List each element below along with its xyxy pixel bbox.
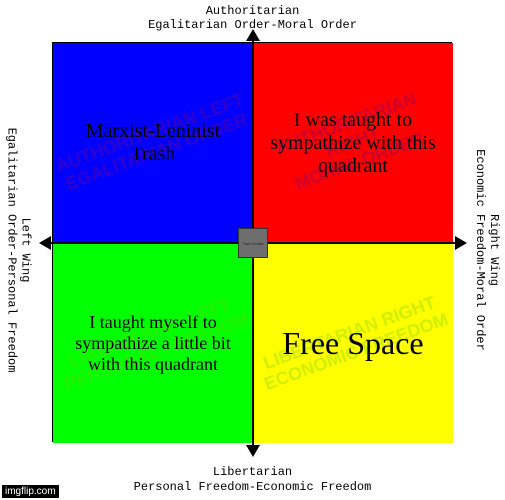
quadrant-top-right-text: I was taught to sympathize with this qua… — [265, 109, 441, 178]
axis-right-label: Right Wing Economic Freedom-Moral Order — [473, 149, 502, 351]
arrow-left-icon — [39, 236, 51, 250]
arrow-right-icon — [455, 236, 467, 250]
arrow-up-icon — [246, 29, 260, 41]
quadrant-top-left: AUTHORITARIAN LEFT EGALITARIAN ORDER Mar… — [53, 43, 253, 243]
axis-bottom-line2: Personal Freedom-Economic Freedom — [0, 480, 505, 494]
axis-bottom-line1: Libertarian — [0, 465, 505, 479]
arrow-down-icon — [246, 445, 260, 457]
axis-bottom-label: Libertarian Personal Freedom-Economic Fr… — [0, 465, 505, 494]
compass-grid: AUTHORITARIAN LEFT EGALITARIAN ORDER Mar… — [52, 42, 452, 442]
quadrant-bottom-left-text: I taught myself to sympathize a little b… — [65, 312, 241, 375]
axis-top-line1: Authoritarian — [0, 4, 505, 18]
quadrant-bottom-right-text: Free Space — [282, 325, 423, 362]
quadrant-top-left-text: Marxist-Leninist Trash — [65, 120, 241, 166]
quadrant-top-right: AUTHORITARIAN RIGHT MORAL ORDER I was ta… — [253, 43, 453, 243]
center-box: True Centre — [238, 228, 268, 258]
watermark: imgflip.com — [2, 485, 59, 498]
axis-left-label: Left Wing Egalitarian Order-Personal Fre… — [4, 128, 33, 373]
center-label: True Centre — [242, 241, 263, 246]
quadrant-bottom-right: LIBERTARIAN RIGHT ECONOMIC FREEDOM Free … — [253, 243, 453, 443]
quadrant-bottom-left: LIBERTARIAN LEFT PERSONAL FREEDOM I taug… — [53, 243, 253, 443]
